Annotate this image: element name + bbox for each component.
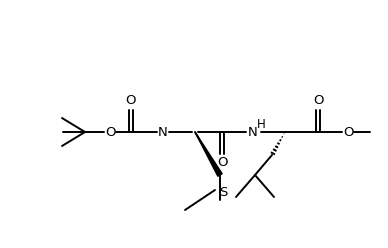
Text: O: O bbox=[105, 125, 115, 138]
Text: N: N bbox=[248, 125, 258, 138]
Text: N: N bbox=[158, 125, 168, 138]
Text: O: O bbox=[343, 125, 353, 138]
Polygon shape bbox=[195, 132, 222, 176]
Text: H: H bbox=[256, 118, 265, 130]
Text: O: O bbox=[313, 94, 323, 107]
Text: O: O bbox=[217, 156, 227, 169]
Text: O: O bbox=[126, 94, 136, 107]
Text: S: S bbox=[219, 186, 227, 198]
